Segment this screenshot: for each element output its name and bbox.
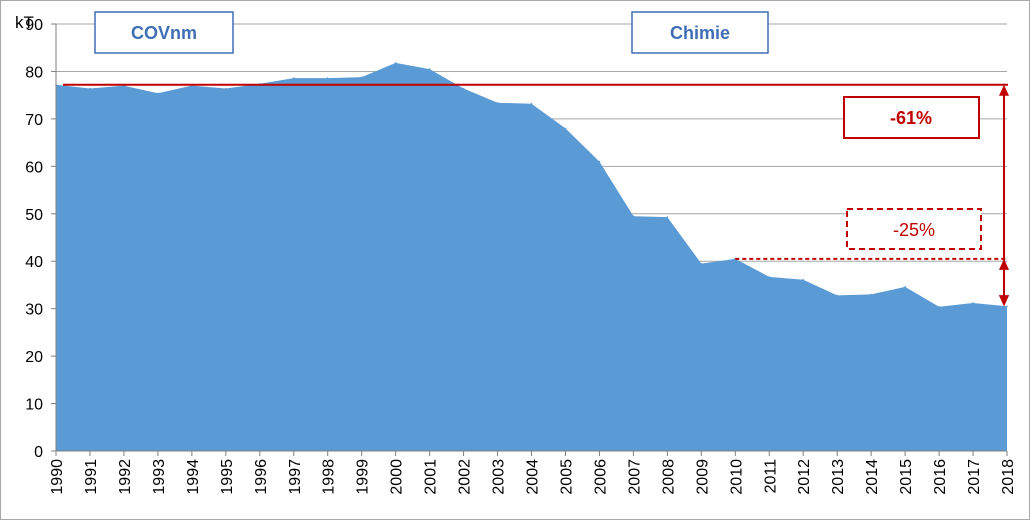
x-tick-label-2008: 2008: [660, 459, 677, 495]
data-point-2011: [768, 276, 771, 278]
x-tick-label-1998: 1998: [321, 459, 338, 495]
annotation-label-25: -25%: [893, 220, 935, 240]
x-tick-label-1999: 1999: [355, 459, 372, 495]
x-tick-label-2018: 2018: [1000, 459, 1017, 495]
data-point-2005: [564, 127, 567, 130]
y-tick-label-9: 90: [25, 17, 43, 34]
data-point-2003: [496, 101, 499, 104]
x-tick-labels: 1990 1991 1992 1993 1994 1995 1996 1997 1998 1999…: [49, 459, 1017, 495]
data-point-2016: [938, 305, 940, 308]
data-point-2008: [666, 216, 669, 218]
x-tick-label-2007: 2007: [626, 459, 643, 495]
axes: [51, 23, 1008, 456]
change-arrow-head-bottom-2: [999, 295, 1009, 307]
x-tick-label-1995: 1995: [219, 459, 236, 495]
sector-box-covnm-frame: [94, 11, 234, 54]
y-tick-label-8: 80: [25, 64, 43, 81]
data-point-2017: [972, 302, 974, 304]
y-tick-label-5: 50: [25, 207, 43, 224]
x-tick-label-2013: 2013: [830, 459, 847, 495]
data-point-1995: [225, 87, 227, 90]
data-point-1998: [326, 77, 329, 79]
change-arrow-2: [999, 258, 1009, 307]
x-tick-label-2001: 2001: [423, 459, 440, 495]
data-point-2014: [870, 293, 872, 296]
y-tick-label-0: 0: [34, 444, 43, 461]
x-tick-label-1992: 1992: [117, 459, 134, 495]
data-point-1993: [157, 92, 159, 95]
x-tick-label-2005: 2005: [558, 459, 575, 495]
data-point-2015: [904, 286, 906, 288]
series-area: [56, 62, 1007, 451]
sector-box-covnm: COVnm: [94, 11, 234, 54]
sector-box-chimie-frame: [631, 11, 769, 54]
data-point-2012: [802, 278, 805, 281]
data-point-2007: [632, 215, 635, 217]
x-tick-label-2002: 2002: [457, 459, 474, 495]
data-point-2001: [428, 68, 431, 70]
y-tick-label-4: 40: [25, 254, 43, 271]
data-point-2018: [1006, 305, 1008, 308]
x-tick-label-2016: 2016: [932, 459, 949, 495]
x-tick-label-1994: 1994: [185, 459, 202, 495]
x-tick-label-1990: 1990: [49, 459, 66, 495]
x-tick-label-2014: 2014: [864, 459, 881, 495]
change-arrow-head-top-1: [999, 84, 1009, 96]
y-tick-label-3: 30: [25, 302, 43, 319]
data-point-1997: [292, 77, 295, 79]
reference-lines: [63, 83, 1008, 260]
y-tick-label-7: 70: [25, 112, 43, 129]
y-tick-label-6: 60: [25, 159, 43, 176]
data-point-2009: [700, 262, 703, 265]
data-point-1991: [89, 87, 91, 90]
y-tick-label-2: 20: [25, 349, 43, 366]
change-arrow-head-top-2: [999, 258, 1009, 270]
x-tick-label-1996: 1996: [253, 459, 270, 495]
sector-box-chimie: Chimie: [631, 11, 769, 54]
x-tick-label-2012: 2012: [796, 459, 813, 495]
data-point-2006: [598, 160, 601, 163]
x-tick-label-2010: 2010: [728, 459, 745, 495]
x-tick-label-2017: 2017: [966, 459, 983, 495]
data-point-2000: [394, 62, 397, 64]
x-tick-label-2009: 2009: [694, 459, 711, 495]
x-tick-label-2006: 2006: [592, 459, 609, 495]
sector-label-covnm: COVnm: [131, 23, 197, 43]
data-point-2004: [530, 102, 533, 105]
y-tick-label-1: 10: [25, 397, 43, 414]
data-point-1999: [360, 76, 363, 78]
x-tick-label-2015: 2015: [898, 459, 915, 495]
x-tick-label-2000: 2000: [389, 459, 406, 495]
annotation-box-25: -25%: [846, 208, 982, 250]
change-arrows: [999, 84, 1009, 307]
annotation-box-25-frame: [846, 208, 982, 250]
x-tick-label-1997: 1997: [287, 459, 304, 495]
sector-label-chimie: Chimie: [670, 23, 730, 43]
x-tick-label-1993: 1993: [151, 459, 168, 495]
annotation-box-61: -61%: [843, 96, 980, 139]
x-tick-label-2011: 2011: [762, 459, 779, 494]
x-tick-label-1991: 1991: [83, 459, 100, 495]
data-point-2013: [836, 294, 838, 297]
annotation-box-61-frame: [843, 96, 980, 139]
annotation-label-61: -61%: [890, 108, 932, 128]
y-unit-label: kT: [15, 13, 34, 32]
data-point-2002: [462, 87, 465, 90]
y-tick-labels: 0 10 20 30 40 50 60 70 80 90: [25, 17, 43, 461]
x-tick-label-2003: 2003: [491, 459, 508, 495]
x-tick-label-2004: 2004: [525, 459, 542, 495]
